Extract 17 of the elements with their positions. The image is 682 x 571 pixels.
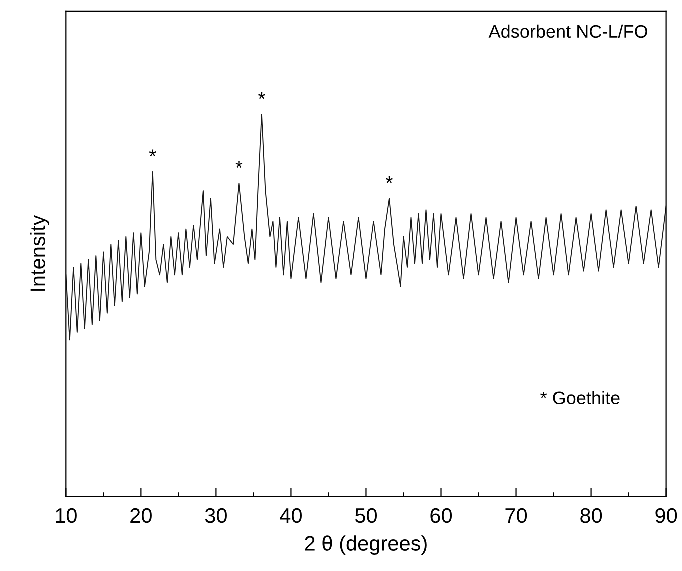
annotation: *	[258, 92, 266, 100]
x-axis-title: 2 θ (degrees)	[305, 536, 427, 556]
x-tick-label: 90	[656, 508, 678, 524]
x-tick-label: 10	[56, 508, 77, 524]
x-tick-label: 20	[130, 508, 152, 524]
x-tick-label: 80	[580, 508, 602, 524]
x-tick-label: 60	[430, 508, 452, 524]
x-tick-label: 70	[506, 508, 528, 524]
text: Adsorbent NC-L/FO	[488, 24, 648, 38]
x-tick-label: 40	[280, 508, 302, 524]
annotation: *	[236, 161, 243, 168]
y-axis-title: Intensity	[30, 215, 50, 291]
annotation: *	[386, 176, 393, 184]
annotation: * Goethite	[540, 391, 620, 405]
x-tick-label: 30	[205, 508, 227, 524]
annotation: *	[149, 150, 156, 157]
x-tick-label: 50	[355, 508, 378, 524]
